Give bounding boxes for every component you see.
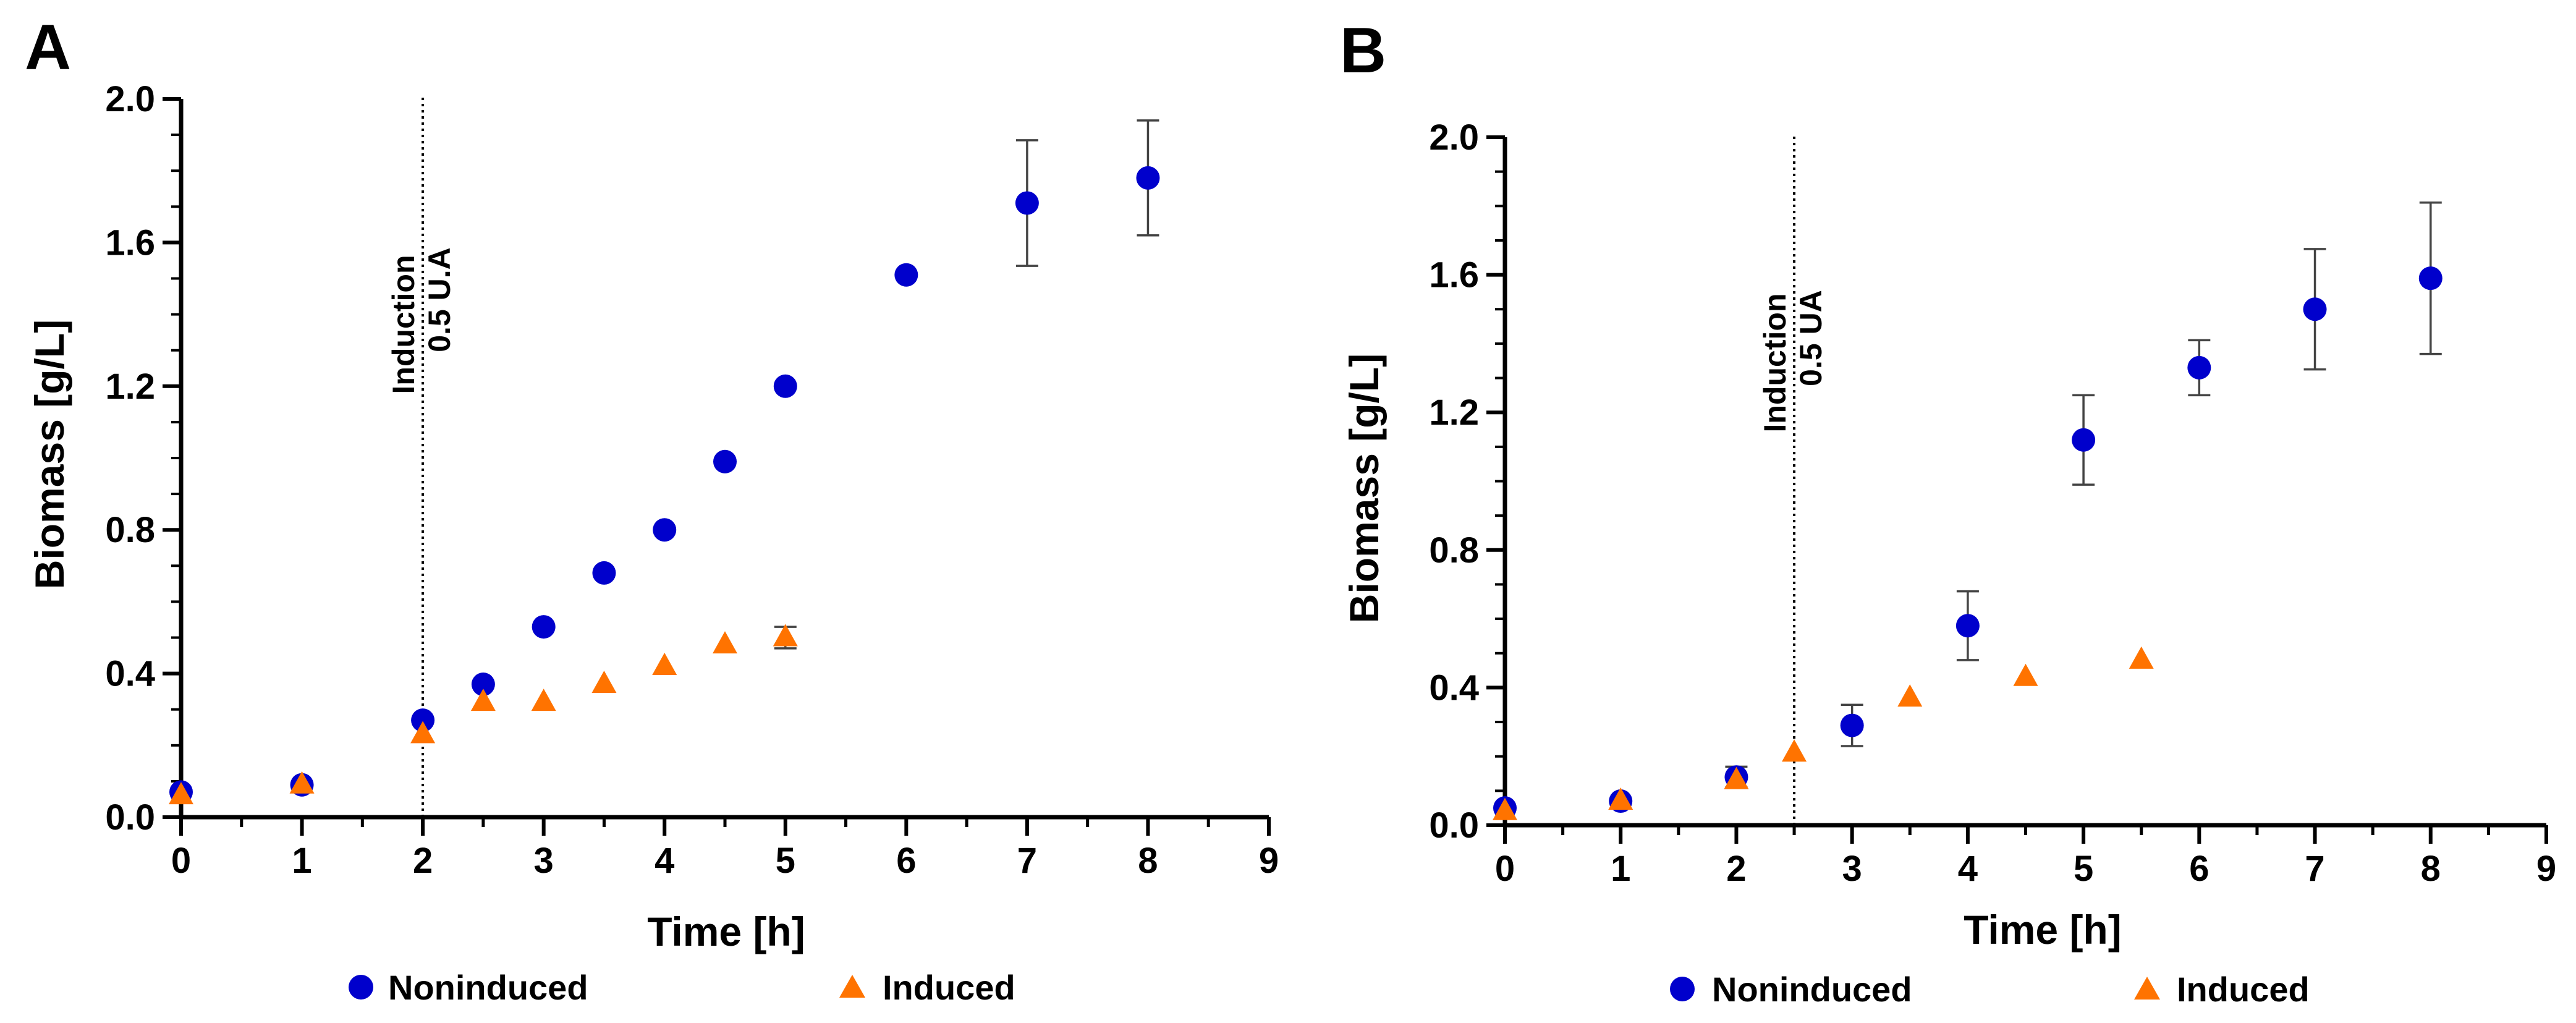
panel-a-noninduced-point <box>653 518 677 542</box>
panel-b-noninduced-point <box>1840 713 1864 737</box>
panel-a-induced-point <box>169 782 193 805</box>
panel-a-noninduced-point <box>471 673 495 697</box>
panel-b-legend-noninduced-marker <box>1670 977 1695 1001</box>
panel-b-y-tick-label: 0.0 <box>1429 805 1479 846</box>
panel-a-noninduced-point <box>1136 166 1160 190</box>
panel-b-x-tick-label: 5 <box>2074 849 2093 889</box>
panel-a-y-tick-label: 1.2 <box>105 367 155 407</box>
panel-b-y-axis-title: Biomass [g/L] <box>1341 354 1387 623</box>
panel-b-x-tick-label: 3 <box>1842 849 1862 889</box>
panel-a-x-tick-label: 8 <box>1138 841 1158 881</box>
panel-b-x-tick-label: 1 <box>1611 849 1630 889</box>
panel-a-noninduced-point <box>1015 191 1039 215</box>
panel-b-noninduced-point <box>2418 266 2443 291</box>
panel-a-induced-point <box>773 624 798 647</box>
panel-b-y-tick-label: 2.0 <box>1429 117 1479 158</box>
panel-a-y-tick-label: 1.6 <box>105 223 155 263</box>
panel-a-x-tick-label: 6 <box>896 841 916 881</box>
panel-a-noninduced-point <box>773 374 797 398</box>
panel-b-noninduced-point <box>2187 355 2211 380</box>
panel-b-legend-induced-marker <box>2134 977 2160 1000</box>
panel-a-x-tick-label: 2 <box>413 841 433 881</box>
panel-b-induced-point <box>2013 663 2038 686</box>
panel-a-induction-dose-label: 0.5 U.A <box>422 247 457 352</box>
panel-b-x-tick-label: 2 <box>1726 849 1746 889</box>
panel-b-induced-point <box>2129 646 2154 669</box>
panel-b-induction-dose-label: 0.5 UA <box>1794 290 1828 386</box>
panel-a-x-tick-label: 1 <box>292 841 311 881</box>
panel-a-induction-label: Induction <box>386 255 421 394</box>
panel-b-legend: Noninduced Induced <box>1670 970 2310 1009</box>
panel-a-noninduced-point <box>713 449 737 473</box>
panel-b-label: B <box>1340 15 1386 87</box>
panel-b-induced-point <box>1782 739 1807 762</box>
panel-b-induced-point <box>1897 684 1923 707</box>
panel-a-legend-induced-marker <box>839 975 865 998</box>
panel-a-induced-point <box>531 689 556 711</box>
panel-a: A 0 1 2 3 4 5 6 7 8 9 0.0 0.4 0.8 1.2 1.6 2.0 Induction 0… <box>25 12 1279 1007</box>
panel-a-x-tick-label: 3 <box>534 841 554 881</box>
panel-a-induced-point <box>410 721 436 744</box>
panel-a-legend-noninduced-marker <box>349 975 373 1000</box>
panel-a-y-tick-label: 0.8 <box>105 510 155 550</box>
panel-a-x-tick-label: 4 <box>655 841 674 881</box>
panel-b-induced-point <box>1724 766 1749 789</box>
panel-a-x-tick-label: 7 <box>1017 841 1037 881</box>
panel-a-y-tick-label: 0.0 <box>105 797 155 838</box>
panel-a-legend: Noninduced Induced <box>349 968 1015 1007</box>
panel-b-induced-point <box>1493 797 1517 820</box>
panel-a-noninduced-point <box>532 615 556 639</box>
panel-a-induced-point <box>713 631 737 654</box>
panel-b-x-tick-label: 4 <box>1958 849 1978 889</box>
panel-a-x-tick-label: 9 <box>1259 841 1279 881</box>
panel-b-y-tick-label: 0.4 <box>1429 668 1479 708</box>
panel-b-y-tick-label: 1.2 <box>1429 393 1479 433</box>
panel-a-noninduced-point <box>894 263 918 287</box>
panel-b-y-tick-label: 0.8 <box>1429 530 1479 571</box>
panel-b-y-tick-label: 1.6 <box>1429 255 1479 295</box>
panel-b-noninduced-point <box>1955 614 1980 638</box>
panel-b-legend-noninduced-label: Noninduced <box>1712 970 1912 1009</box>
panel-a-legend-induced-label: Induced <box>883 968 1015 1007</box>
panel-b-x-tick-label: 8 <box>2421 849 2441 889</box>
panel-b-plot-area: 0 1 2 3 4 5 6 7 8 9 0.0 0.4 0.8 1.2 1.6 2.0 Induction 0.5… <box>1429 117 2556 889</box>
panel-a-label: A <box>25 12 71 83</box>
panel-b: B 0 1 2 3 4 5 6 7 8 9 0.0 0.4 0.8 1.2 1.6 2.0 Induction 0… <box>1340 15 2556 1009</box>
panel-b-x-tick-label: 7 <box>2305 849 2324 889</box>
panel-b-induction-label: Induction <box>1758 294 1792 433</box>
panel-b-legend-induced-label: Induced <box>2177 970 2310 1009</box>
panel-a-induced-point <box>591 671 617 694</box>
panel-b-induced-point <box>1608 787 1633 810</box>
panel-b-x-tick-label: 0 <box>1495 849 1515 889</box>
panel-a-induced-point <box>652 652 677 675</box>
panel-a-x-axis-title: Time [h] <box>647 909 805 954</box>
panel-a-y-axis-title: Biomass [g/L] <box>27 320 72 589</box>
panel-b-x-tick-label: 9 <box>2536 849 2556 889</box>
panel-b-x-axis-title: Time [h] <box>1964 907 2121 953</box>
panel-a-noninduced-point <box>411 708 435 732</box>
panel-b-x-tick-label: 6 <box>2189 849 2209 889</box>
panel-a-y-tick-label: 2.0 <box>105 79 155 119</box>
panel-a-noninduced-point <box>592 561 616 585</box>
panel-a-plot-area: 0 1 2 3 4 5 6 7 8 9 0.0 0.4 0.8 1.2 1.6 2.0 Induction 0.5… <box>105 79 1279 881</box>
panel-a-x-tick-label: 5 <box>776 841 795 881</box>
panel-a-induced-point <box>470 689 496 711</box>
panel-a-x-tick-label: 0 <box>171 841 191 881</box>
panel-b-noninduced-point <box>2303 297 2327 321</box>
panel-a-induced-point <box>289 771 315 794</box>
panel-a-y-tick-label: 0.4 <box>105 654 155 694</box>
panel-b-noninduced-point <box>2072 428 2096 452</box>
panel-a-legend-noninduced-label: Noninduced <box>388 968 588 1007</box>
